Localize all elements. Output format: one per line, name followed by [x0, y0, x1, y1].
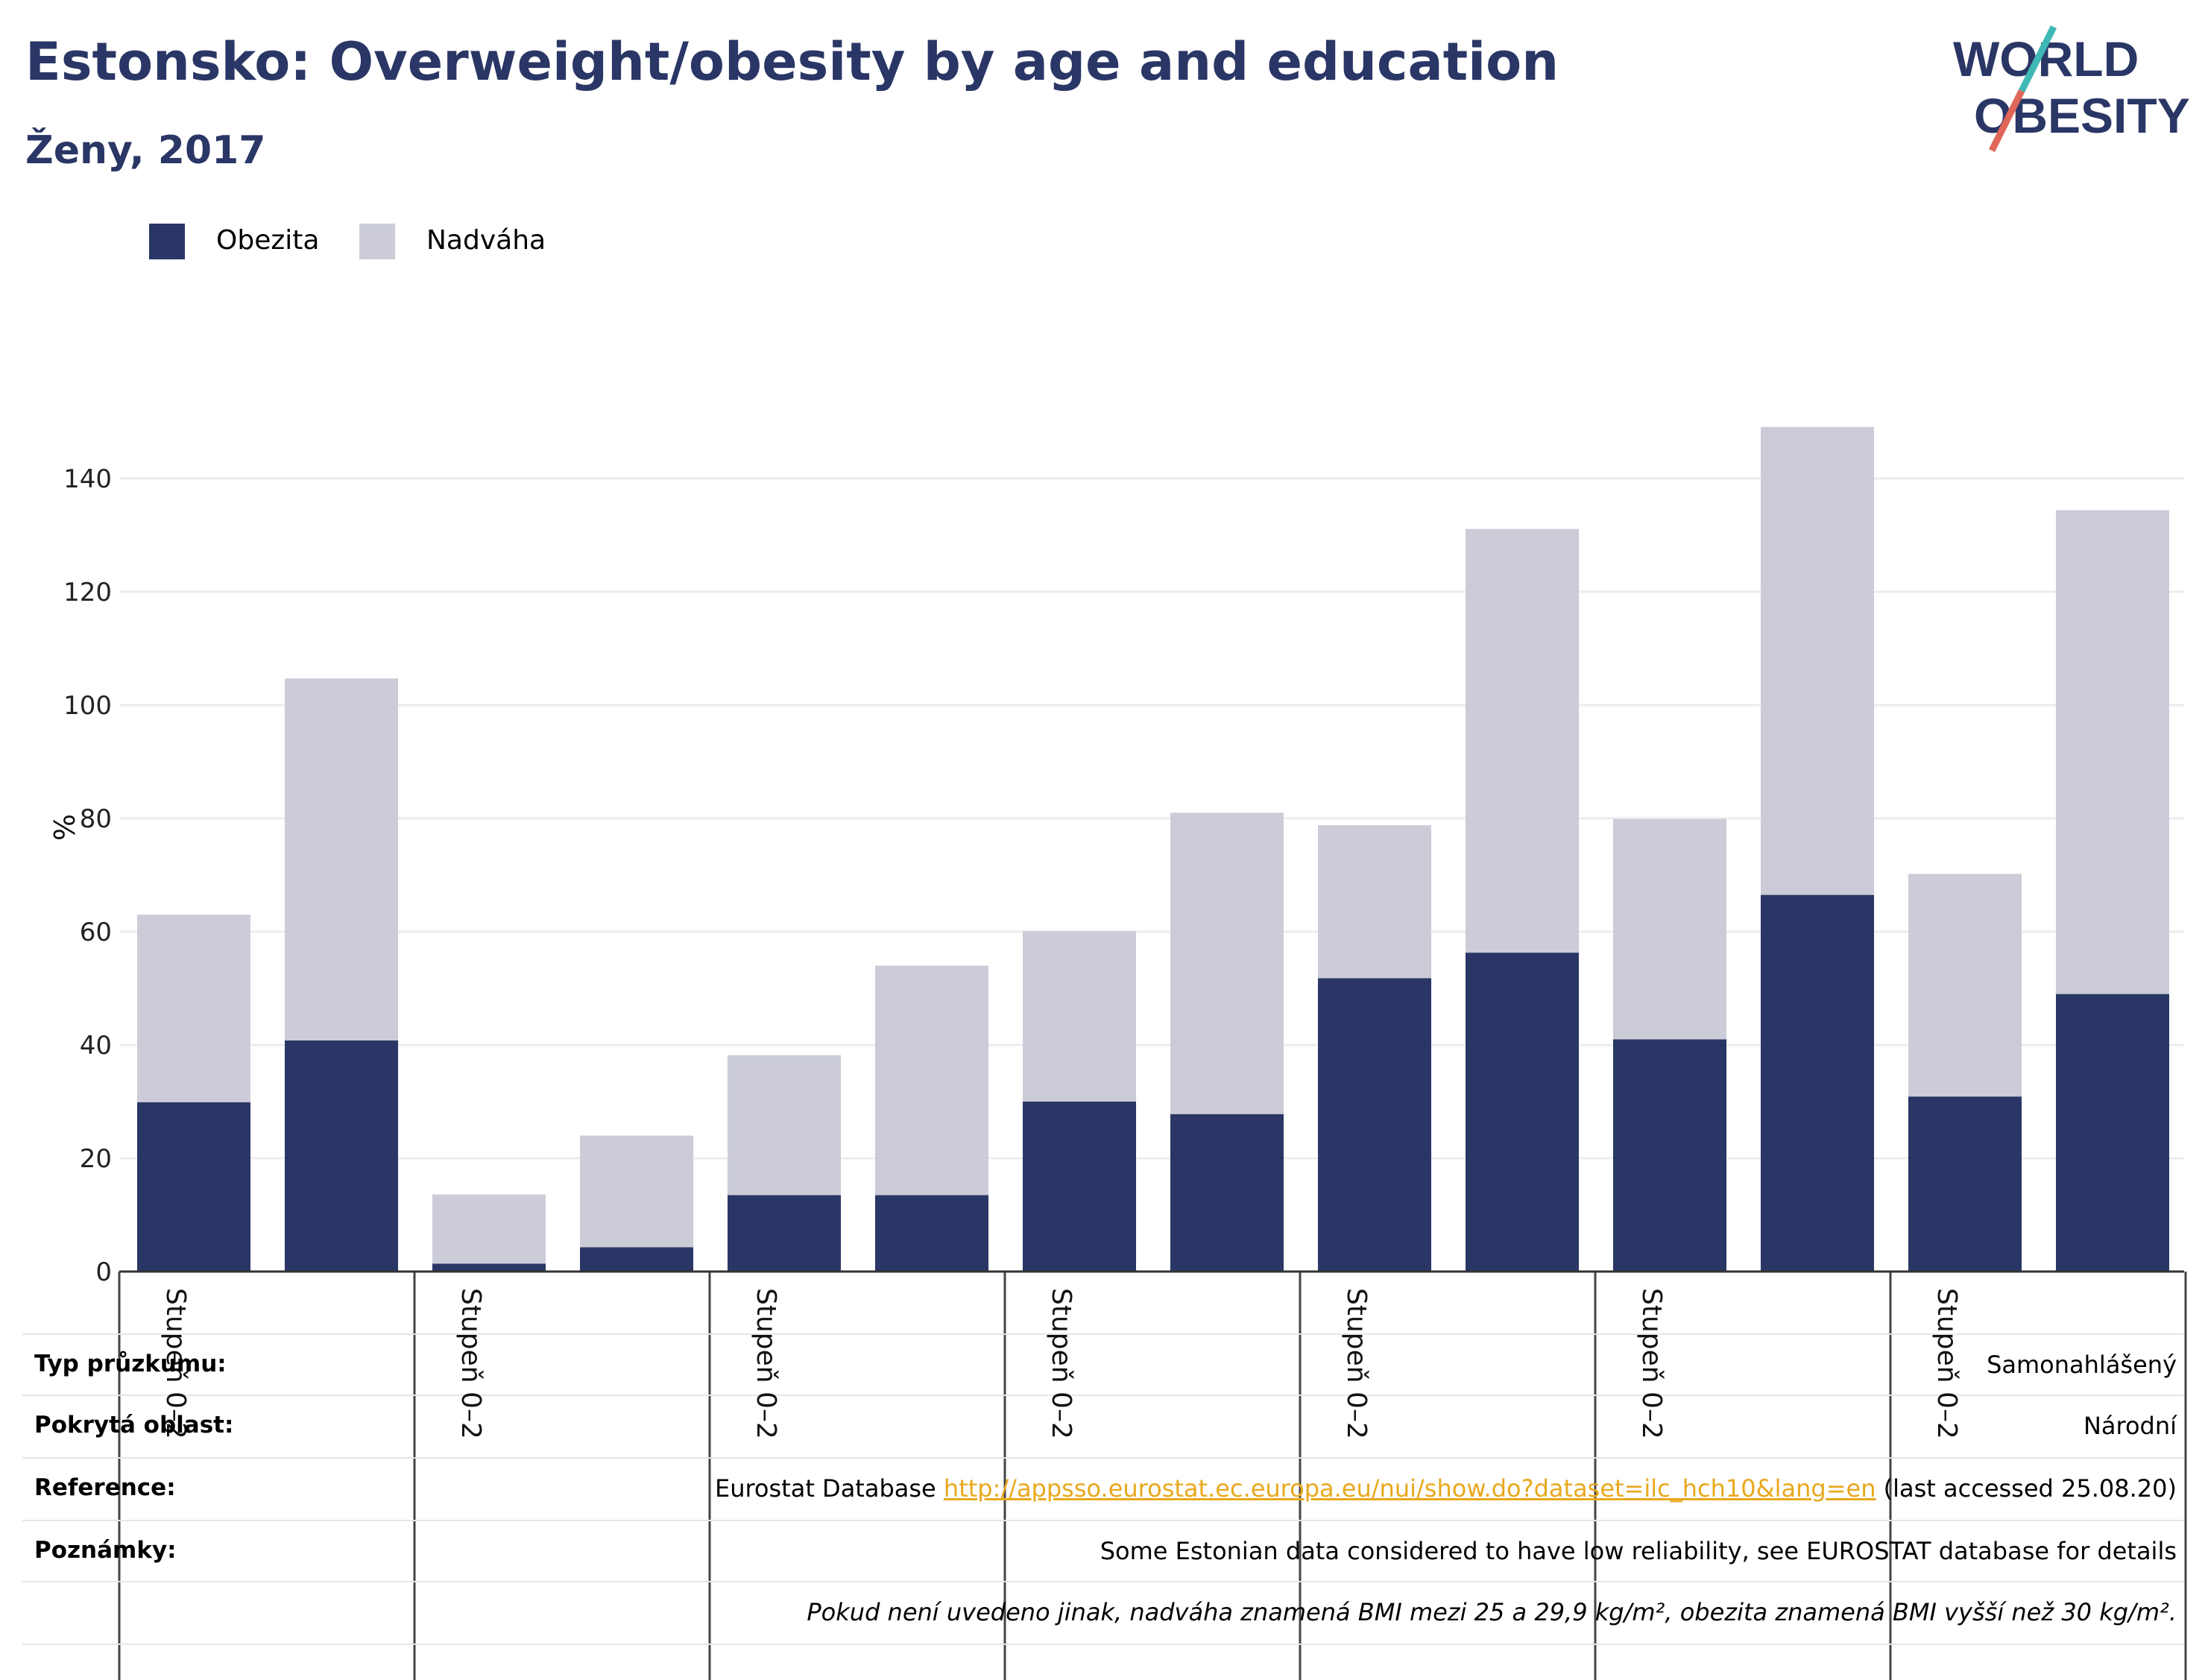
- bar-nadvaha[interactable]: [285, 678, 398, 1040]
- info-key: Typ průzkumu:: [34, 1351, 227, 1377]
- y-tick-label: 140: [63, 464, 112, 494]
- info-row: Pokrytá oblast: Národní: [22, 1395, 2184, 1456]
- bar-nadvaha[interactable]: [1466, 528, 1579, 953]
- legend-label-obezita: Obezita: [216, 225, 320, 256]
- bar-obezita[interactable]: [432, 1263, 546, 1272]
- y-tick-label: 80: [80, 804, 112, 834]
- legend-label-nadvaha: Nadváha: [426, 225, 546, 256]
- info-key: Pokrytá oblast:: [34, 1412, 234, 1439]
- x-category-label: Stupeň 0–2: [455, 1288, 486, 1439]
- y-tick-label: 20: [80, 1144, 112, 1174]
- x-category-label: Stupeň 0–2: [751, 1288, 781, 1439]
- chart-subtitle: Ženy, 2017: [25, 128, 266, 173]
- x-category-label: Stupeň 0–2: [1046, 1288, 1076, 1439]
- y-tick-label: 40: [80, 1031, 112, 1061]
- y-tick-label: 100: [63, 691, 112, 721]
- bar-nadvaha[interactable]: [432, 1194, 546, 1264]
- bar-nadvaha[interactable]: [728, 1055, 841, 1196]
- bar-nadvaha[interactable]: [1908, 874, 2022, 1097]
- y-axis-label: %: [47, 814, 80, 841]
- info-row: Pokud není uvedeno jinak, nadváha znamen…: [22, 1582, 2184, 1643]
- info-key: Poznámky:: [34, 1537, 177, 1564]
- logo-slash-teal: [2018, 25, 2057, 93]
- bar-obezita[interactable]: [1023, 1102, 1136, 1272]
- chart-title: Estonsko: Overweight/obesity by age and …: [25, 31, 1559, 92]
- bar-nadvaha[interactable]: [1318, 825, 1431, 979]
- x-category-label: Stupeň 0–2: [1636, 1288, 1667, 1439]
- category-labels: Stupeň 0–2 Stupeň 0–2 Stupeň 0–2 Stupeň 0–2…: [160, 1288, 1962, 1439]
- info-row: Typ průzkumu: Samonahlášený: [22, 1334, 2184, 1395]
- bar-obezita[interactable]: [2056, 994, 2169, 1272]
- bar-obezita[interactable]: [285, 1040, 398, 1272]
- legend-swatch-obezita: [149, 224, 185, 259]
- y-tick-label: 0: [95, 1257, 112, 1287]
- info-value: Pokud není uvedeno jinak, nadváha znamen…: [807, 1598, 2177, 1626]
- bar-obezita[interactable]: [875, 1195, 988, 1272]
- bar-obezita[interactable]: [137, 1102, 250, 1272]
- bar-nadvaha[interactable]: [1170, 812, 1284, 1114]
- bar-obezita[interactable]: [1318, 978, 1431, 1272]
- bar-nadvaha[interactable]: [1761, 426, 1874, 895]
- info-key: Reference:: [34, 1474, 176, 1501]
- bar-obezita[interactable]: [728, 1195, 841, 1272]
- grid-lines: [119, 477, 2184, 1160]
- bar-nadvaha[interactable]: [1023, 931, 1136, 1102]
- logo-slash-red: [1988, 89, 2025, 153]
- bar-nadvaha[interactable]: [580, 1135, 693, 1248]
- world-obesity-logo: WORLD OBESITY: [1953, 25, 2190, 153]
- legend-swatch-nadvaha: [359, 224, 395, 259]
- info-value: Samonahlášený: [1987, 1351, 2177, 1379]
- bar-obezita[interactable]: [1613, 1039, 1726, 1272]
- y-tick-label: 120: [63, 578, 112, 607]
- y-tick-label: 60: [80, 918, 112, 947]
- info-row: Reference: Eurostat Database http://appss…: [22, 1458, 2184, 1519]
- info-value: Národní: [2083, 1412, 2177, 1440]
- info-row: Poznámky: Some Estonian data considered t…: [22, 1520, 2184, 1582]
- reference-link[interactable]: http://appsso.eurostat.ec.europa.eu/nui/…: [943, 1474, 1876, 1503]
- bar-obezita[interactable]: [1908, 1096, 2022, 1272]
- x-category-label: Stupeň 0–2: [1341, 1288, 1372, 1439]
- info-value: Some Estonian data considered to have lo…: [1100, 1537, 2177, 1565]
- bar-obezita[interactable]: [1170, 1114, 1284, 1272]
- table-lines: [22, 1272, 2187, 1680]
- x-category-label: Stupeň 0–2: [160, 1288, 191, 1439]
- bar-nadvaha[interactable]: [875, 965, 988, 1196]
- bar-nadvaha[interactable]: [2056, 510, 2169, 994]
- bar-obezita[interactable]: [1761, 894, 1874, 1272]
- bar-obezita[interactable]: [1466, 953, 1579, 1272]
- axes: 0 20 40 60 80 100 120 140: [63, 464, 2184, 1287]
- bars: [137, 426, 2169, 1272]
- bar-nadvaha[interactable]: [1613, 818, 1726, 1040]
- x-category-label: Stupeň 0–2: [1931, 1288, 1962, 1439]
- info-value: Eurostat Database http://appsso.eurostat…: [714, 1474, 2177, 1503]
- bar-obezita[interactable]: [580, 1247, 693, 1272]
- bar-nadvaha[interactable]: [137, 915, 250, 1102]
